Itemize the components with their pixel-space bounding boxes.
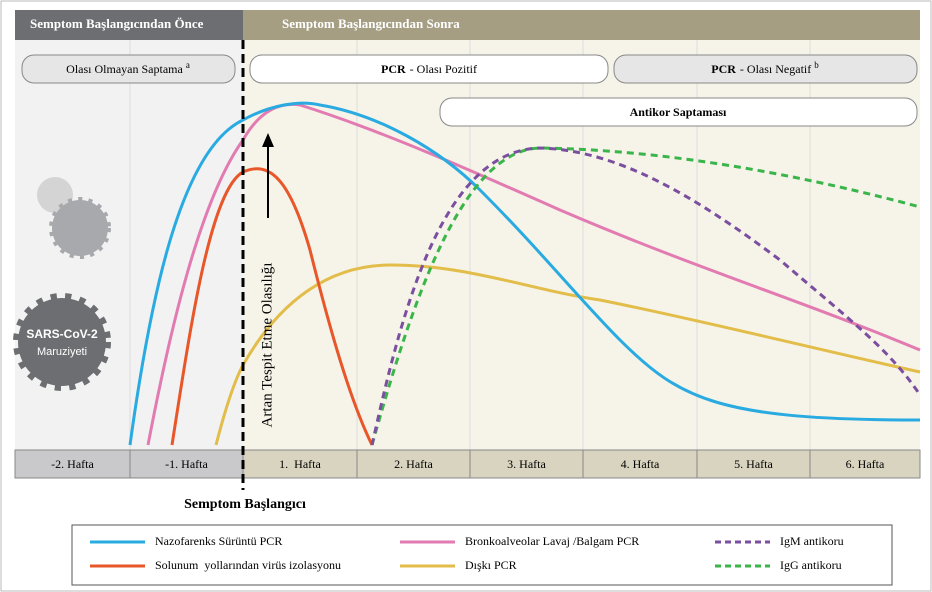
week-label: 2. Hafta [394,457,433,471]
header-before-text: Semptom Başlangıcından Önce [30,16,204,31]
week-label: 6. Hafta [846,457,885,471]
header-after-text: Semptom Başlangıcından Sonra [282,16,460,31]
week-band-before [15,450,243,478]
legend-label: Bronkoalveolar Lavaj /Balgam PCR [465,534,639,548]
virus-name: SARS-CoV-2 [26,327,98,341]
week-label: -1. Hafta [165,457,208,471]
legend-label: Solunum yollarından virüs izolasyonu [155,558,341,572]
phase-label: Antikor Saptaması [630,105,727,119]
phase-label: PCR- Olası Pozitif [381,62,477,76]
week-label: -2. Hafta [51,457,94,471]
diagram: Semptom Başlangıcından Önce Semptom Başl… [0,0,932,592]
legend-label: IgG antikoru [780,558,842,572]
arrow-label: Artan Tespit Etme Olasılığı [259,263,275,428]
legend-label: Nazofarenks Sürüntü PCR [155,534,282,548]
week-label: 4. Hafta [621,457,660,471]
week-band-after [243,450,920,478]
onset-label: Semptom Başlangıcı [184,497,306,512]
legend-label: IgM antikoru [780,534,844,548]
legend-label: Dışkı PCR [465,558,517,572]
week-label: 1. Hafta [279,457,321,471]
virus-label: Maruziyeti [37,346,87,358]
week-label: 3. Hafta [507,457,546,471]
week-label: 5. Hafta [734,457,773,471]
